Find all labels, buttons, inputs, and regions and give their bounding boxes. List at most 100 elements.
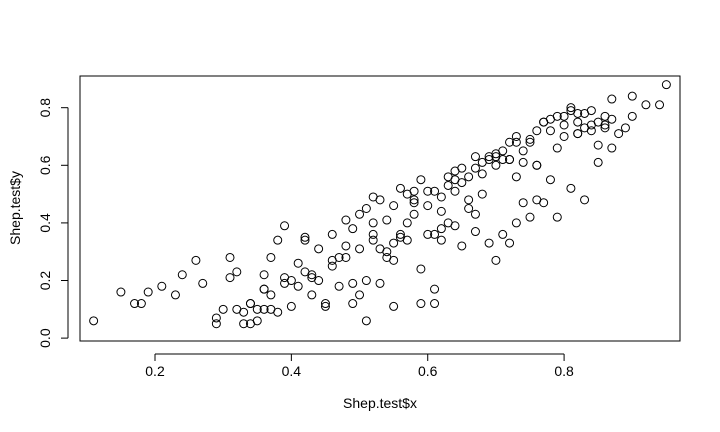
data-point [457,178,467,188]
data-point [341,252,351,262]
data-point [225,252,235,262]
data-point [334,281,344,291]
data-point [464,204,474,213]
data-point [641,100,651,110]
y-tick-label: 0.6 [37,155,53,175]
data-point [593,140,603,150]
data-point [627,111,637,121]
data-point [457,241,467,251]
data-point [470,209,480,219]
data-point [661,80,671,90]
data-point [518,146,528,156]
data-point [655,100,665,110]
data-point [573,117,583,127]
data-point [218,304,228,314]
data-point [436,192,446,202]
data-point [327,255,337,265]
x-tick-label: 0.8 [554,363,574,379]
data-point [402,218,412,228]
data-point [600,123,610,133]
data-point [532,195,542,205]
data-point [239,319,249,329]
data-point [300,235,310,245]
data-point [627,91,637,101]
data-point [586,106,596,116]
data-point [286,276,296,286]
data-point [170,290,180,300]
data-point [259,270,269,280]
data-point [525,134,535,144]
data-point [505,238,515,248]
data-point [341,215,351,225]
data-point [293,258,303,268]
data-point [211,313,221,323]
data-point [232,304,242,314]
data-point [355,290,365,300]
data-point [389,201,399,211]
data-point [232,267,242,277]
data-point [430,186,440,196]
data-point [525,212,535,222]
data-point [286,301,296,311]
data-point [614,129,624,139]
data-point [620,123,630,133]
data-point [375,195,385,205]
data-point [532,126,542,136]
data-point [443,180,453,190]
data-point [552,212,562,222]
data-point [368,218,378,228]
data-point [477,157,487,167]
data-point [559,120,569,130]
data-point [300,232,310,242]
data-point [143,287,153,297]
data-point [586,126,596,136]
data-point [450,166,460,176]
data-point [552,143,562,153]
data-point [266,304,276,314]
data-point [341,241,351,251]
data-point [511,137,521,147]
data-point [130,299,140,309]
data-point [511,172,521,182]
data-point [532,160,542,170]
data-point [320,299,330,309]
y-tick-label: 0.8 [37,98,53,118]
y-tick-label: 0.2 [37,271,53,291]
data-point [423,186,433,196]
data-point [477,169,487,179]
data-point [580,195,590,205]
data-point [409,195,419,205]
data-point [545,114,555,124]
data-point [389,238,399,248]
data-point [450,221,460,231]
data-point [600,111,610,121]
data-point [314,276,324,286]
x-axis-label: Shep.test$x [343,395,417,411]
data-point [177,270,187,280]
data-point [511,131,521,141]
x-tick-label: 0.6 [418,363,438,379]
data-point [307,290,317,300]
data-point [484,238,494,248]
data-point [436,235,446,245]
data-point [320,301,330,311]
data-point [430,299,440,309]
data-point [348,278,358,288]
data-point [593,157,603,167]
data-point [498,229,508,239]
data-point [375,278,385,288]
data-point [136,299,146,309]
data-point [266,252,276,262]
data-point [293,281,303,291]
data-point [395,232,405,242]
data-point [470,227,480,237]
data-point [252,316,262,326]
data-point [593,117,603,127]
data-point [191,255,201,265]
data-point [559,111,569,121]
data-point [355,209,365,219]
data-point [566,183,576,193]
data-point [314,244,324,254]
data-point [464,172,474,182]
data-point [116,287,126,297]
